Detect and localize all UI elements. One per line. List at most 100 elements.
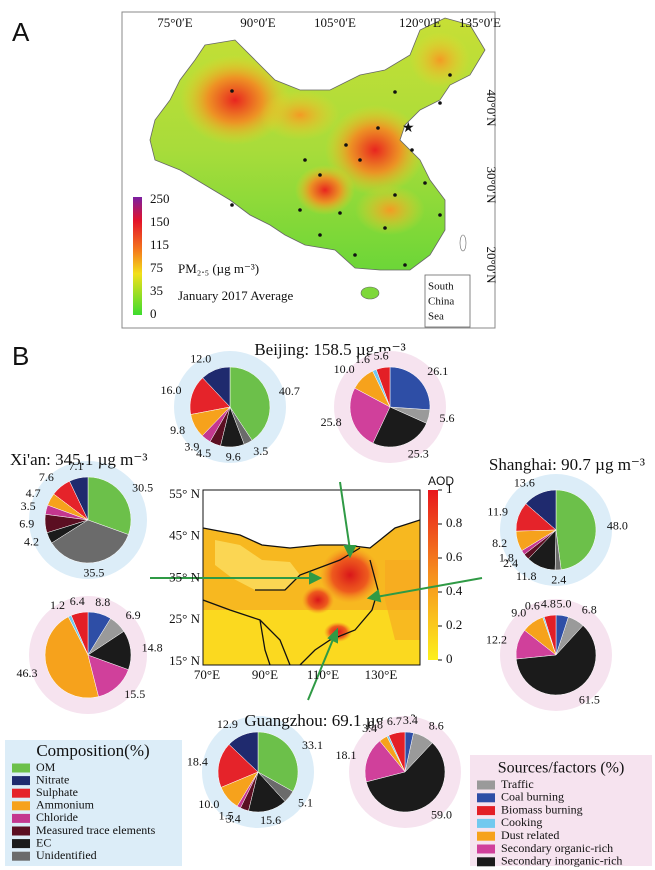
lon-label: 90°0′E: [240, 15, 276, 30]
colorbar-title: PM₂.₅ (µg m⁻³): [178, 261, 259, 276]
value-label: 6.4: [70, 594, 85, 608]
lon-label: 120°0′E: [399, 15, 441, 30]
legend-swatch: [477, 806, 495, 816]
legend-label: EC: [36, 835, 51, 849]
legend-label: OM: [36, 760, 56, 774]
pie-slice: [87, 476, 132, 535]
value-label: 16.0: [160, 383, 181, 397]
value-label: 5.1: [298, 795, 313, 809]
lat-label: 25° N: [169, 611, 200, 626]
colorbar-tick-label: 0.4: [446, 583, 463, 598]
taiwan: [459, 234, 467, 252]
legend-label: Traffic: [501, 777, 534, 791]
value-label: 61.5: [579, 692, 600, 706]
legend-label: Nitrate: [36, 772, 69, 786]
value-label: 12.2: [486, 633, 507, 647]
city-title: Shanghai: 90.7 µg m⁻³: [489, 455, 645, 474]
lon-label: 110°E: [307, 667, 339, 682]
value-label: 18.4: [187, 755, 208, 769]
legend-title: Composition(%): [36, 741, 149, 760]
value-label: 3.5: [253, 444, 268, 458]
colorbar-tick-label: 0.6: [446, 549, 463, 564]
site-dots: [230, 73, 452, 267]
value-label: 40.7: [279, 384, 300, 398]
legend-swatch: [477, 831, 495, 841]
legend-label: Chloride: [36, 810, 78, 824]
value-label: 3.5: [21, 499, 36, 513]
value-label: 2.4: [551, 573, 566, 587]
value-label: 8.2: [492, 536, 507, 550]
lon-label: 135°0′E: [459, 15, 501, 30]
legend-swatch: [477, 818, 495, 828]
value-label: 1.8: [499, 551, 514, 565]
pie-slice: [365, 742, 446, 813]
colorbar-label: 0: [150, 306, 157, 321]
value-label: 35.5: [83, 565, 104, 579]
site-arrows: [150, 481, 483, 701]
legend-swatch: [477, 780, 495, 790]
value-label: 5.6: [374, 349, 389, 363]
value-label: 9.6: [226, 450, 241, 464]
lon-label: 105°0′E: [314, 15, 356, 30]
legend-label: Cooking: [501, 815, 542, 829]
lon-label: 130°E: [365, 667, 398, 682]
value-label: 3.4: [226, 812, 241, 826]
panel-label: B: [12, 341, 29, 371]
legend-label: Ammonium: [36, 798, 95, 812]
colorbar-tick-label: 0: [446, 651, 453, 666]
legend-swatch: [12, 839, 30, 849]
lat-label: 55° N: [169, 486, 200, 501]
lat-label: 40°0′N: [484, 90, 499, 128]
value-label: 5.6: [439, 411, 454, 425]
beijing-star: ★: [402, 121, 415, 136]
pie-slice: [554, 529, 562, 571]
value-label: 15.6: [260, 813, 281, 827]
value-label: 59.0: [431, 808, 452, 822]
pie-slice: [515, 625, 597, 696]
lat-label: 15° N: [169, 653, 200, 668]
inset-label: China: [428, 296, 454, 308]
legend-label: Secondary inorganic-rich: [501, 854, 622, 868]
value-label: 26.1: [427, 364, 448, 378]
value-label: 18.1: [336, 748, 357, 762]
composition-legend: [5, 740, 182, 866]
colorbar-tick-label: 0.8: [446, 515, 462, 530]
value-label: 48.0: [607, 518, 628, 532]
value-label: 8.8: [95, 595, 110, 609]
legend-title: Sources/factors (%): [498, 760, 625, 777]
value-label: 7.6: [39, 470, 54, 484]
colorbar-label: 75: [150, 260, 163, 275]
value-label: 1.5: [219, 809, 234, 823]
legend-label: Biomass burning: [501, 802, 583, 816]
pie-slice: [217, 744, 259, 788]
pie-slice: [51, 519, 129, 564]
inset-label: South: [428, 281, 454, 293]
value-label: 0.6: [525, 598, 540, 612]
value-label: 8.6: [429, 719, 444, 733]
value-label: 25.3: [408, 447, 429, 461]
pie-slice: [372, 406, 427, 448]
colorbar-tick-label: 0.2: [446, 617, 462, 632]
colorbar-title: AOD: [428, 474, 454, 488]
legend-label: Secondary organic-rich: [501, 841, 613, 855]
value-label: 6.9: [126, 608, 141, 622]
lon-label: 90°E: [252, 667, 278, 682]
legend-swatch: [12, 851, 30, 861]
legend-swatch: [12, 813, 30, 823]
legend-swatch: [12, 788, 30, 798]
legend-label: Sulphate: [36, 785, 78, 799]
value-label: 10.0: [334, 362, 355, 376]
pie-slice: [44, 616, 99, 699]
value-label: 6.9: [19, 516, 34, 530]
value-label: 46.3: [17, 666, 38, 680]
pie-slice: [389, 366, 431, 411]
pie-slice: [364, 740, 406, 783]
sources-legend: [470, 755, 652, 866]
lon-label: 70°E: [194, 667, 220, 682]
legend-swatch: [477, 844, 495, 854]
value-label: 12.9: [217, 717, 238, 731]
colorbar-label: 250: [150, 191, 170, 206]
value-label: 3.9: [184, 440, 199, 454]
pie-slice: [257, 731, 299, 792]
